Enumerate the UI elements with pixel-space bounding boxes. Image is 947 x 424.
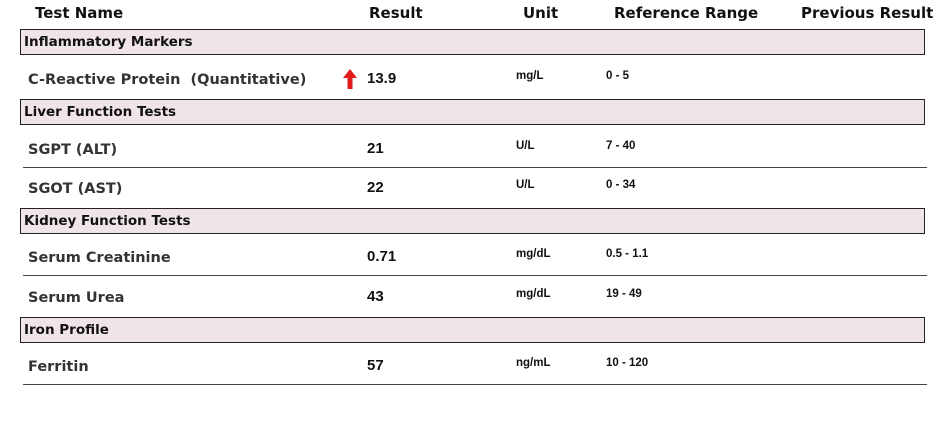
test-reference-range: 0 - 34: [606, 179, 636, 191]
section-header-iron-profile: Iron Profile: [20, 317, 925, 343]
test-name: Ferritin: [28, 359, 89, 375]
section-header-inflammatory-markers: Inflammatory Markers: [20, 29, 925, 55]
header-previous-result: Previous Result: [801, 4, 934, 22]
test-result: 43: [367, 288, 384, 305]
test-result: 21: [367, 140, 384, 157]
high-arrow-icon: [343, 69, 357, 89]
row-divider: [23, 167, 927, 168]
test-result: 57: [367, 357, 384, 374]
test-reference-range: 0.5 - 1.1: [606, 248, 649, 260]
table-row: SGPT (ALT) 21 U/L 7 - 40: [20, 130, 927, 168]
table-row: Serum Urea 43 mg/dL 19 - 49: [20, 278, 927, 316]
header-reference-range: Reference Range: [614, 4, 759, 22]
test-reference-range: 0 - 5: [606, 70, 630, 82]
test-unit: mg/L: [516, 70, 544, 82]
test-unit: U/L: [516, 179, 535, 191]
test-result: 13.9: [367, 70, 397, 87]
test-unit: U/L: [516, 140, 535, 152]
test-name: Serum Urea: [28, 290, 125, 306]
table-row: Ferritin 57 ng/mL 10 - 120: [20, 347, 927, 385]
section-title: Kidney Function Tests: [24, 213, 191, 229]
section-title: Iron Profile: [24, 322, 109, 338]
header-unit: Unit: [523, 4, 559, 22]
test-reference-range: 19 - 49: [606, 288, 642, 300]
row-divider: [23, 384, 927, 385]
section-title: Inflammatory Markers: [24, 34, 193, 50]
row-divider: [23, 275, 927, 276]
test-unit: mg/dL: [516, 288, 551, 300]
test-reference-range: 7 - 40: [606, 140, 636, 152]
test-name: SGOT (AST): [28, 181, 123, 197]
section-header-kidney-function-tests: Kidney Function Tests: [20, 208, 925, 234]
table-row: Serum Creatinine 0.71 mg/dL 0.5 - 1.1: [20, 238, 927, 276]
test-name: SGPT (ALT): [28, 142, 118, 158]
section-title: Liver Function Tests: [24, 104, 177, 120]
header-test-name: Test Name: [35, 4, 124, 22]
test-reference-range: 10 - 120: [606, 357, 649, 369]
header-result: Result: [369, 4, 423, 22]
test-name: Serum Creatinine: [28, 250, 171, 266]
table-row: SGOT (AST) 22 U/L 0 - 34: [20, 169, 927, 207]
test-result: 0.71: [367, 248, 397, 265]
test-result: 22: [367, 179, 384, 196]
test-unit: ng/mL: [516, 357, 551, 369]
section-header-liver-function-tests: Liver Function Tests: [20, 99, 925, 125]
test-unit: mg/dL: [516, 248, 551, 260]
test-name: C-Reactive Protein (Quantitative): [28, 72, 307, 88]
table-row: C-Reactive Protein (Quantitative) 13.9 m…: [20, 60, 927, 98]
